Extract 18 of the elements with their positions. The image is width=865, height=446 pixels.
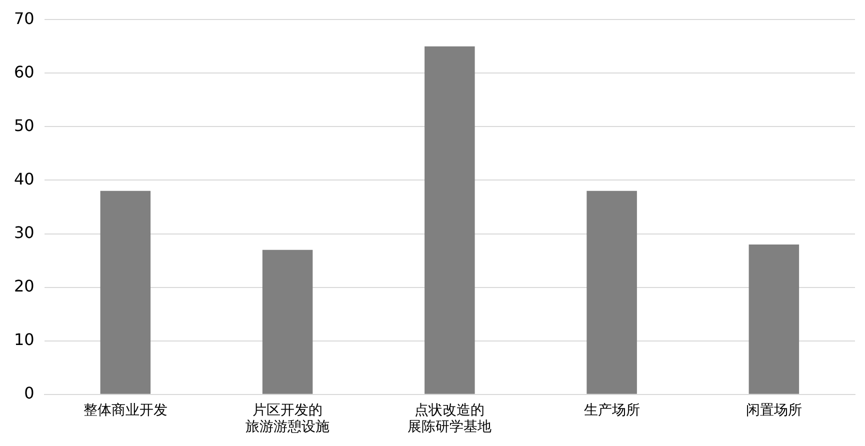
bar [424, 46, 475, 394]
x-tick-label: 整体商业开发 [83, 402, 168, 418]
y-tick-label: 40 [14, 169, 34, 188]
bar [748, 244, 800, 394]
y-tick-label: 0 [24, 384, 34, 403]
x-tick-label: 点状改造的展陈研学基地 [408, 402, 492, 436]
y-tick-label: 10 [14, 330, 34, 350]
bar [100, 190, 151, 394]
bar [586, 190, 637, 394]
x-tick-label: 生产场所 [584, 402, 640, 418]
bar [262, 250, 313, 394]
y-tick-label: 50 [14, 116, 34, 135]
y-tick-label: 20 [14, 276, 34, 296]
y-tick-label: 30 [14, 222, 34, 242]
y-tick-label: 60 [14, 62, 34, 82]
y-tick-label: 70 [14, 8, 34, 28]
x-tick-label: 片区开发的旅游游憩设施 [246, 402, 330, 436]
x-tick-label: 闲置场所 [746, 402, 802, 418]
